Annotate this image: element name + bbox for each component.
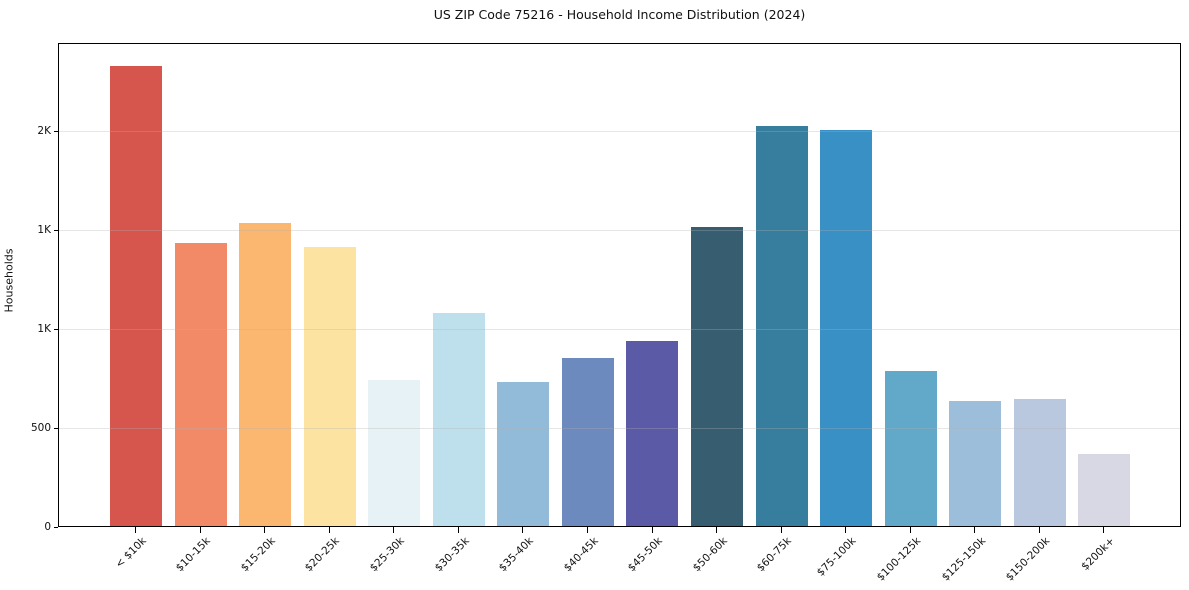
x-tick-mark	[586, 527, 588, 533]
x-tick-mark	[199, 527, 201, 533]
bar	[1013, 399, 1066, 526]
bar	[303, 246, 356, 526]
y-tick-label: 1K	[37, 223, 51, 236]
x-tick-mark	[328, 527, 330, 533]
y-tick-mark	[54, 428, 58, 429]
bar	[691, 227, 744, 526]
bar	[949, 401, 1002, 526]
bar	[368, 379, 421, 526]
y-tick-mark	[54, 329, 58, 330]
bar	[884, 370, 937, 526]
bar	[561, 357, 614, 526]
y-tick-mark	[54, 527, 58, 528]
y-tick-label: 2K	[37, 124, 51, 137]
x-tick-label: $35-40k	[496, 535, 536, 575]
bar	[497, 382, 550, 526]
bar	[1078, 453, 1131, 526]
x-tick-label: $10-15k	[174, 535, 214, 575]
y-tick-mark	[54, 130, 58, 132]
x-tick-label: $60-75k	[755, 535, 795, 575]
bar	[820, 129, 873, 526]
x-tick-label: $50-60k	[690, 535, 730, 575]
x-tick-label: $100-125k	[874, 535, 924, 584]
x-tick-mark	[909, 527, 911, 533]
bar	[174, 242, 227, 526]
x-tick-mark	[135, 527, 136, 533]
y-axis-label: Households	[2, 248, 16, 313]
x-tick-mark	[1038, 527, 1040, 533]
x-tick-label: $40-45k	[561, 535, 601, 575]
x-tick-mark	[716, 527, 717, 533]
x-tick-mark	[264, 527, 266, 533]
x-tick-label: $15-20k	[238, 535, 278, 575]
bar	[626, 340, 679, 526]
x-tick-label: $200k+	[1078, 535, 1117, 573]
x-tick-mark	[1103, 527, 1105, 533]
x-tick-label: $45-50k	[625, 535, 665, 575]
x-tick-mark	[974, 527, 976, 533]
bar	[239, 223, 292, 526]
bar	[110, 65, 162, 526]
x-tick-label: $30-35k	[432, 535, 472, 575]
x-tick-mark	[651, 527, 653, 533]
x-tick-mark	[780, 527, 782, 533]
x-tick-label: $150-200k	[1003, 535, 1053, 584]
x-tick-mark	[845, 527, 847, 533]
x-tick-label: $125-150k	[939, 535, 988, 584]
plot-area	[58, 43, 1181, 527]
x-tick-label: $25-30k	[367, 535, 407, 575]
y-tick-label: 1K	[37, 323, 51, 335]
x-tick-mark	[393, 527, 395, 533]
bar	[755, 126, 808, 526]
y-tick-label: 500	[30, 422, 51, 434]
x-tick-mark	[522, 527, 524, 533]
x-tick-label: < $10k	[112, 535, 149, 571]
x-tick-label: $20-25k	[303, 535, 343, 575]
y-tick-mark	[54, 229, 58, 231]
x-tick-label: $75-100k	[814, 535, 859, 579]
bar	[432, 313, 485, 526]
bars-layer	[59, 44, 1180, 526]
chart-title: US ZIP Code 75216 - Household Income Dis…	[433, 7, 806, 22]
y-tick-label: 0	[44, 521, 51, 533]
x-tick-mark	[457, 527, 459, 533]
